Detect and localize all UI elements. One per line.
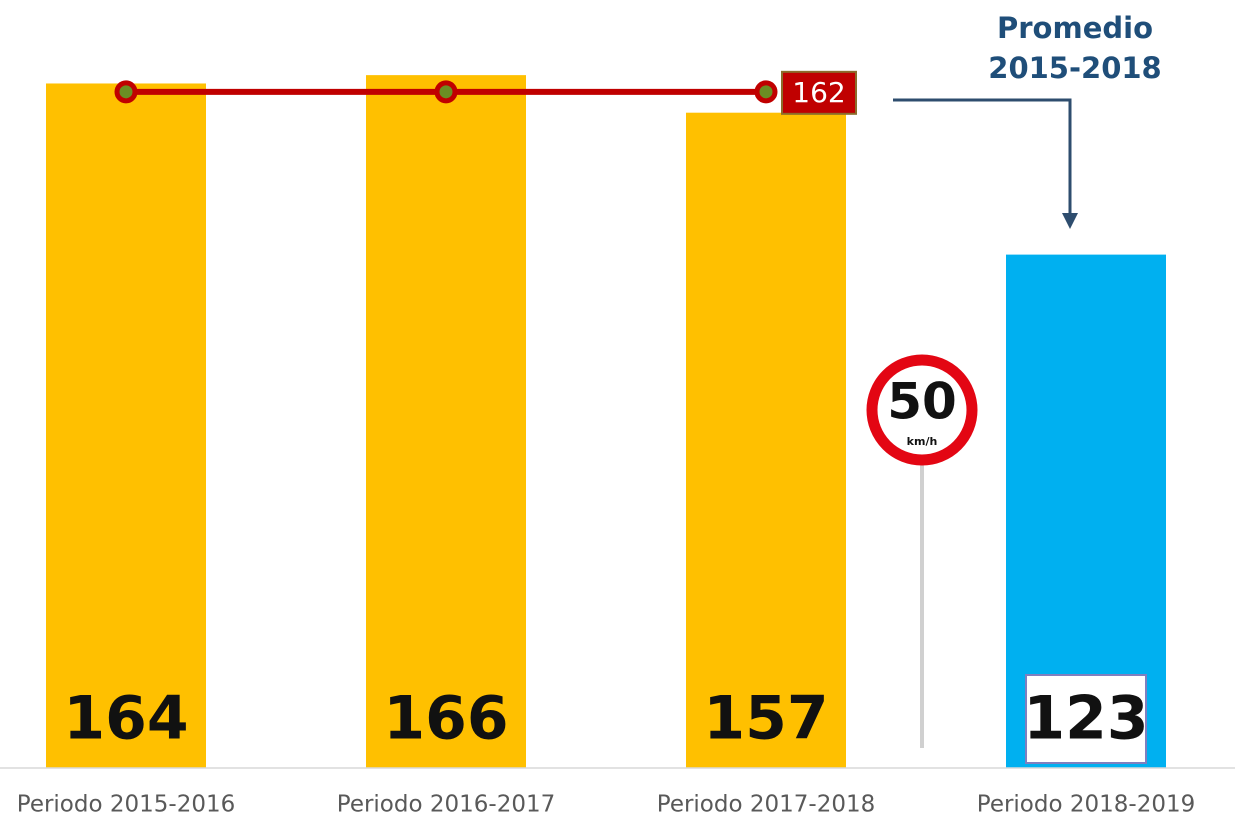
average-marker: [114, 80, 138, 104]
value-label: 166: [383, 684, 508, 754]
bar: [686, 112, 846, 768]
sign-ring: [866, 354, 978, 466]
value-label-box: [1025, 674, 1147, 764]
average-line: 162: [114, 70, 857, 115]
annotation-line: 2015-2018: [988, 51, 1161, 85]
arrow-head: [1062, 213, 1078, 229]
bar: [46, 83, 206, 768]
sign-unit: km/h: [907, 435, 938, 448]
bar: [366, 75, 526, 768]
value-label: 157: [703, 684, 828, 754]
average-marker: [434, 80, 458, 104]
speed-sign: 50 km/h: [866, 354, 978, 748]
average-label: 162: [792, 76, 845, 109]
average-label-box: [781, 70, 857, 115]
annotation-arrow: [893, 98, 1072, 215]
average-marker: [754, 80, 778, 104]
value-label: 164: [63, 684, 188, 754]
value-label: 123: [1023, 684, 1148, 754]
annotation: Promedio 2015-2018: [893, 11, 1162, 229]
x-tick-label: Periodo 2018-2019: [977, 792, 1195, 816]
sign-number: 50: [887, 373, 957, 431]
x-tick-label: Periodo 2015-2016: [17, 792, 235, 816]
annotation-line: Promedio: [997, 11, 1153, 45]
x-tick-label: Periodo 2016-2017: [337, 792, 555, 816]
bars: 164 Periodo 2015-2016 166 Periodo 2016-2017…: [17, 75, 1195, 816]
x-tick-label: Periodo 2017-2018: [657, 792, 875, 816]
